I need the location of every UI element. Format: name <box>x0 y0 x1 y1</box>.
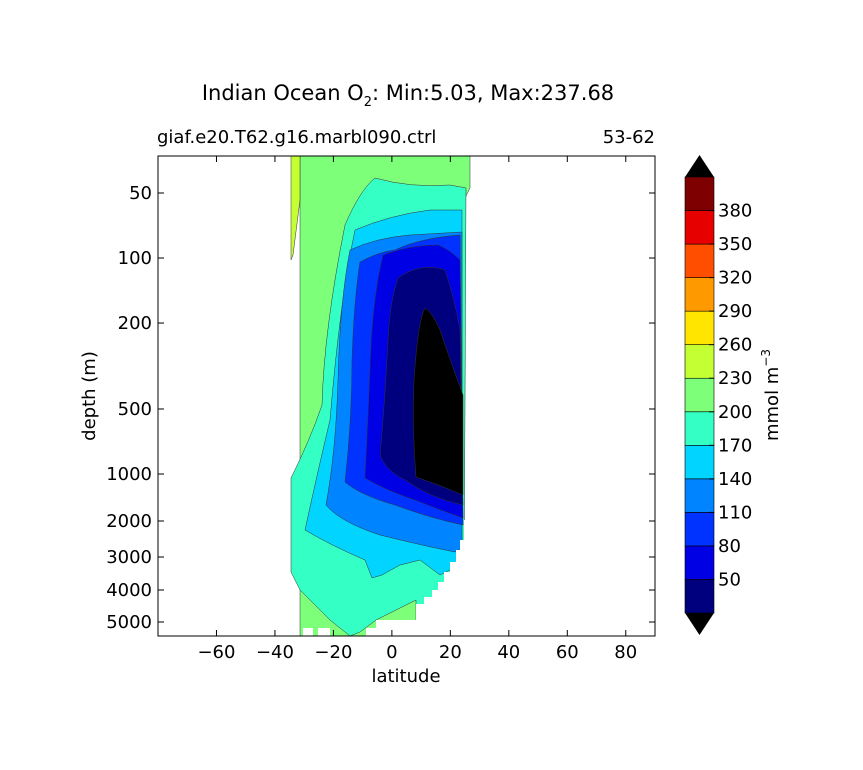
x-axis: −60 −40 −20 0 20 40 60 80 <box>197 156 637 663</box>
x-axis-label: latitude <box>371 666 440 687</box>
colorbar-segment <box>684 411 715 446</box>
chart-title-subscript: 2 <box>364 95 372 110</box>
colorbar-segment <box>684 545 715 580</box>
colorbar-tick-label: 350 <box>718 234 752 255</box>
colorbar-segment <box>684 445 715 480</box>
colorbar-segment <box>684 243 715 278</box>
bottom-topography-mask <box>366 520 655 636</box>
colorbar-label: mmol m−3 <box>759 349 783 441</box>
x-tick-label: −20 <box>314 642 352 663</box>
colorbar-tick-label: 260 <box>718 335 752 356</box>
o2-contour-field <box>290 156 655 636</box>
y-tick-label: 50 <box>129 183 152 204</box>
y-tick-label: 1000 <box>106 464 152 485</box>
colorbar-segment <box>684 478 715 513</box>
x-tick-label: −60 <box>197 642 235 663</box>
chart-title-rest: : Min:5.03, Max:237.68 <box>372 81 614 105</box>
x-tick-label: 80 <box>614 642 637 663</box>
colorbar-segment <box>684 579 715 614</box>
contour-band-230-260 <box>290 156 301 261</box>
colorbar-tick-label: 50 <box>718 569 741 590</box>
y-tick-label: 100 <box>118 248 152 269</box>
y-axis-label: depth (m) <box>79 351 100 441</box>
colorbar: 50 80 110 140 170 200 230 260 290 320 350 380 <box>684 155 752 635</box>
y-tick-label: 4000 <box>106 580 152 601</box>
colorbar-extend-top <box>685 155 714 177</box>
colorbar-tick-label: 380 <box>718 201 752 222</box>
colorbar-label-exponent: −3 <box>759 349 773 367</box>
colorbar-segment <box>684 512 715 547</box>
colorbar-tick-label: 230 <box>718 368 752 389</box>
x-tick-label: 0 <box>386 642 397 663</box>
bottom-gap-1 <box>303 628 313 636</box>
colorbar-label-unit: mmol m <box>762 367 783 441</box>
y-tick-label: 3000 <box>106 547 152 568</box>
y-axis: 50 100 200 500 1000 2000 3000 4000 5000 <box>106 183 655 633</box>
colorbar-tick-label: 110 <box>718 502 752 523</box>
x-tick-label: −40 <box>256 642 294 663</box>
colorbar-segment <box>684 176 715 211</box>
x-tick-label: 40 <box>497 642 520 663</box>
chart-title-main: Indian Ocean O <box>202 81 364 105</box>
contour-band-under-min <box>413 307 464 496</box>
colorbar-segment <box>684 277 715 312</box>
x-tick-label: 20 <box>439 642 462 663</box>
colorbar-extend-bottom <box>685 613 714 635</box>
y-tick-label: 500 <box>118 399 152 420</box>
colorbar-tick-label: 200 <box>718 402 752 423</box>
colorbar-segment <box>684 310 715 345</box>
y-tick-label: 5000 <box>106 612 152 633</box>
colorbar-tick-label: 140 <box>718 469 752 490</box>
colorbar-tick-label: 80 <box>718 536 741 557</box>
plot-frame <box>157 155 656 637</box>
colorbar-tick-label: 290 <box>718 301 752 322</box>
colorbar-tick-label: 320 <box>718 268 752 289</box>
y-tick-label: 200 <box>118 313 152 334</box>
bottom-gap-2 <box>318 628 330 636</box>
colorbar-segment <box>684 344 715 379</box>
years-label: 53-62 <box>603 127 655 148</box>
colorbar-segment <box>684 210 715 245</box>
chart-title: Indian Ocean O2: Min:5.03, Max:237.68 <box>202 81 614 110</box>
x-tick-label: 60 <box>556 642 579 663</box>
colorbar-segment <box>684 377 715 413</box>
case-label: giaf.e20.T62.g16.marbl090.ctrl <box>157 127 436 148</box>
y-tick-label: 2000 <box>106 511 152 532</box>
colorbar-tick-label: 170 <box>718 435 752 456</box>
